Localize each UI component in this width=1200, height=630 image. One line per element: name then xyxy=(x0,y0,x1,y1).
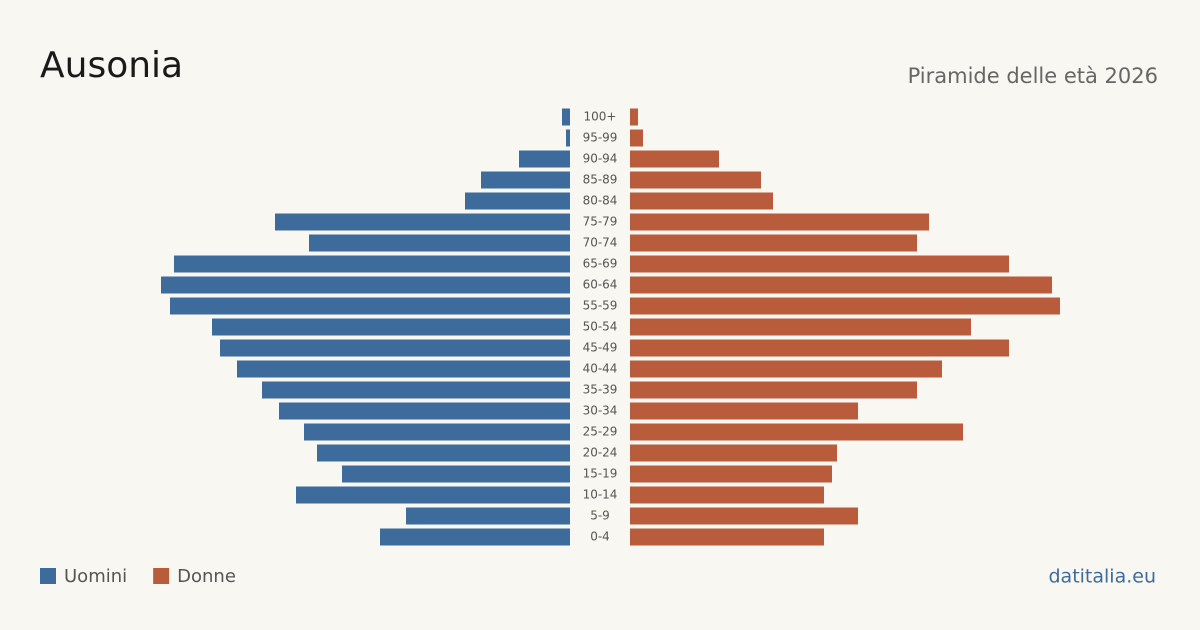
bar xyxy=(630,234,917,252)
age-label: 100+ xyxy=(584,110,617,124)
bar xyxy=(630,339,1009,357)
bar xyxy=(212,318,570,336)
bar xyxy=(309,234,570,252)
bar xyxy=(262,381,570,399)
bar xyxy=(465,192,570,210)
legend-label: Donne xyxy=(177,566,236,587)
age-label: 30-34 xyxy=(583,404,618,418)
age-label: 55-59 xyxy=(583,299,618,313)
bar xyxy=(406,507,570,525)
bar xyxy=(630,297,1060,315)
age-label: 10-14 xyxy=(583,488,618,502)
bar xyxy=(630,444,837,462)
bar xyxy=(562,108,570,126)
bar xyxy=(174,255,570,273)
bar xyxy=(630,318,971,336)
bar xyxy=(630,465,832,483)
chart-title: Ausonia xyxy=(40,45,183,86)
chart-subtitle: Piramide delle età 2026 xyxy=(908,64,1158,88)
legend-swatch xyxy=(153,568,170,584)
bar xyxy=(170,297,570,315)
bar xyxy=(630,213,929,231)
age-label: 40-44 xyxy=(583,362,618,376)
legend-label: Uomini xyxy=(64,566,127,587)
age-label: 45-49 xyxy=(583,341,618,355)
bar xyxy=(630,255,1009,273)
age-label: 35-39 xyxy=(583,383,618,397)
age-label: 20-24 xyxy=(583,446,618,460)
bar xyxy=(630,129,643,147)
age-label: 80-84 xyxy=(583,194,618,208)
bar xyxy=(630,423,963,441)
bar xyxy=(380,528,570,546)
age-label: 75-79 xyxy=(583,215,618,229)
bar xyxy=(237,360,570,378)
bar xyxy=(481,171,570,189)
source[interactable]: datitalia.eu xyxy=(1049,566,1157,588)
legend-swatch xyxy=(40,568,56,584)
age-label: 15-19 xyxy=(583,467,618,481)
bar xyxy=(630,486,824,504)
age-label: 70-74 xyxy=(583,236,618,250)
bar xyxy=(630,402,858,420)
age-label: 25-29 xyxy=(583,425,618,439)
bar xyxy=(630,192,773,210)
age-label: 60-64 xyxy=(583,278,618,292)
bar xyxy=(630,108,638,126)
bar xyxy=(630,171,761,189)
age-label: 0-4 xyxy=(590,530,610,544)
bar xyxy=(275,213,570,231)
age-label: 95-99 xyxy=(583,131,618,145)
age-label: 85-89 xyxy=(583,173,618,187)
bar xyxy=(304,423,570,441)
bar xyxy=(630,528,824,546)
bar xyxy=(279,402,570,420)
bar xyxy=(630,360,942,378)
bar xyxy=(566,129,570,147)
bar xyxy=(342,465,570,483)
bar xyxy=(220,339,570,357)
bar xyxy=(161,276,570,294)
bar xyxy=(630,276,1052,294)
age-label: 90-94 xyxy=(583,152,618,166)
bar xyxy=(630,381,917,399)
bar xyxy=(630,150,719,168)
age-label: 65-69 xyxy=(583,257,618,271)
age-label: 50-54 xyxy=(583,320,618,334)
bar xyxy=(296,486,570,504)
age-label: 5-9 xyxy=(590,509,610,523)
bar xyxy=(317,444,570,462)
bar xyxy=(630,507,858,525)
bar xyxy=(519,150,570,168)
